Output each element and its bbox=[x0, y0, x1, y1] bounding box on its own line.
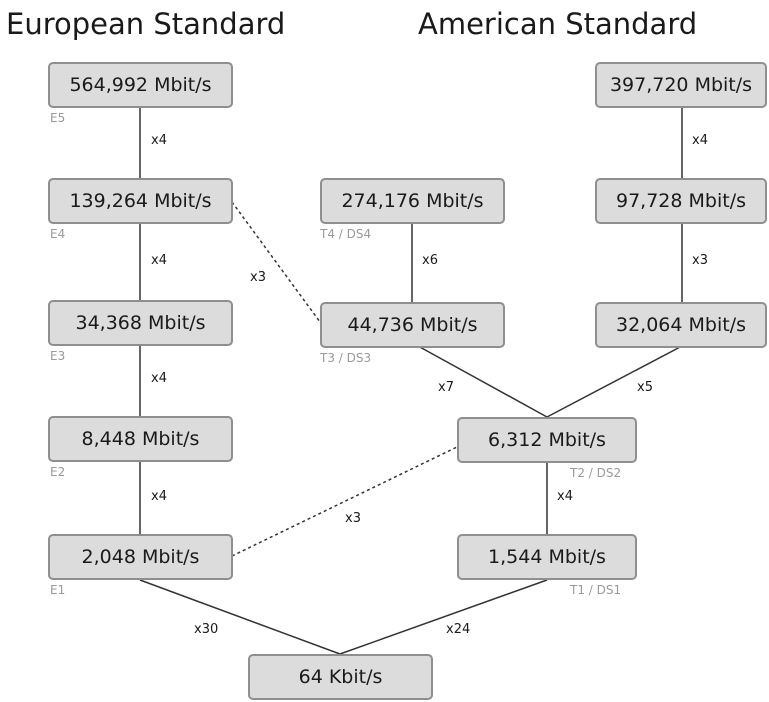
tag-e4: E4 bbox=[50, 227, 66, 241]
link-t3-t2 bbox=[417, 345, 548, 418]
tag-e2: E2 bbox=[50, 465, 66, 479]
node-e5: 564,992 Mbit/s bbox=[48, 62, 233, 108]
mult-e1-base: x30 bbox=[194, 622, 219, 637]
link-jlow-t2 bbox=[546, 345, 683, 418]
node-j-low: 32,064 Mbit/s bbox=[595, 302, 767, 348]
node-t1: 1,544 Mbit/s bbox=[457, 534, 637, 580]
node-j-top: 397,720 Mbit/s bbox=[595, 62, 767, 108]
mult-jmid-jlow: x3 bbox=[692, 253, 708, 268]
link-t1-base bbox=[339, 579, 548, 655]
mult-e4-e3: x4 bbox=[151, 253, 167, 268]
node-t2: 6,312 Mbit/s bbox=[457, 417, 637, 463]
link-e1-base bbox=[139, 579, 341, 655]
tag-t3: T3 / DS3 bbox=[320, 351, 372, 365]
node-e1: 2,048 Mbit/s bbox=[48, 534, 233, 580]
node-j-mid: 97,728 Mbit/s bbox=[595, 178, 767, 224]
mult-jtop-jmid: x4 bbox=[692, 133, 708, 148]
node-t3: 44,736 Mbit/s bbox=[320, 302, 505, 348]
node-e2: 8,448 Mbit/s bbox=[48, 416, 233, 462]
mult-e3-e2: x4 bbox=[151, 371, 167, 386]
node-t4: 274,176 Mbit/s bbox=[320, 178, 505, 224]
tag-t1: T1 / DS1 bbox=[570, 583, 622, 597]
mult-e4-t3: x3 bbox=[250, 270, 266, 285]
mult-jlow-t2: x5 bbox=[637, 380, 653, 395]
node-base: 64 Kbit/s bbox=[248, 654, 433, 700]
link-e4-t3-dotted bbox=[231, 201, 321, 323]
heading-european: European Standard bbox=[6, 7, 286, 41]
tag-t4: T4 / DS4 bbox=[320, 227, 372, 241]
node-e3: 34,368 Mbit/s bbox=[48, 300, 233, 346]
link-e1-t2-dotted bbox=[231, 446, 458, 557]
tag-t2: T2 / DS2 bbox=[570, 466, 622, 480]
mult-t1-base: x24 bbox=[446, 622, 471, 637]
mult-e1-t2: x3 bbox=[345, 511, 361, 526]
tag-e5: E5 bbox=[50, 111, 66, 125]
mult-e5-e4: x4 bbox=[151, 133, 167, 148]
tag-e3: E3 bbox=[50, 349, 66, 363]
mult-t4-t3: x6 bbox=[422, 253, 438, 268]
mult-t3-t2: x7 bbox=[438, 380, 454, 395]
node-e4: 139,264 Mbit/s bbox=[48, 178, 233, 224]
mult-e2-e1: x4 bbox=[151, 489, 167, 504]
heading-american: American Standard bbox=[418, 7, 698, 41]
mult-t2-t1: x4 bbox=[557, 489, 573, 504]
tag-e1: E1 bbox=[50, 583, 66, 597]
